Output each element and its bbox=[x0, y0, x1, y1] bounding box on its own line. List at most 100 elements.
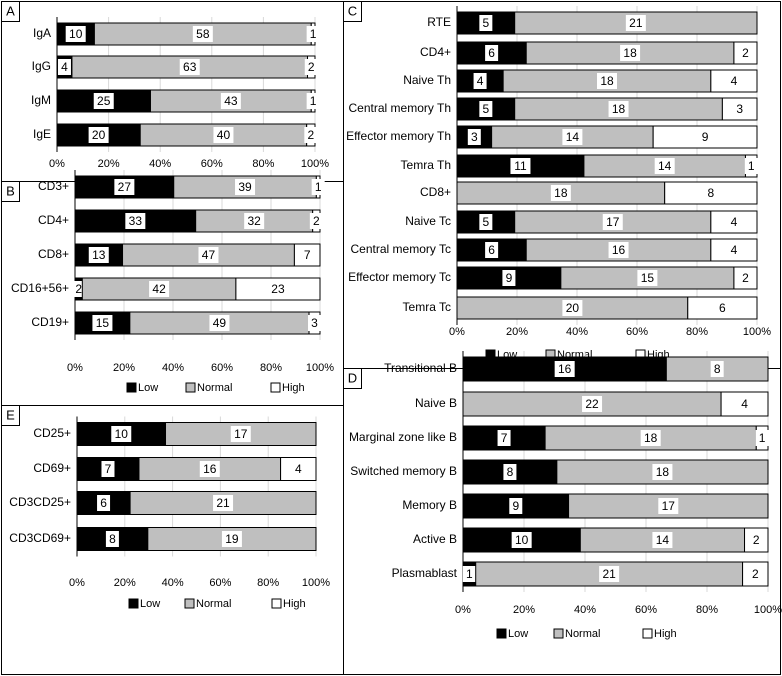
data-label: 1 bbox=[466, 567, 473, 581]
data-label: 18 bbox=[554, 186, 568, 200]
data-label-bg bbox=[727, 214, 741, 230]
category-label: CD8+ bbox=[38, 247, 69, 261]
data-label: 22 bbox=[585, 397, 599, 411]
data-label: 6 bbox=[100, 496, 107, 510]
data-label-bg bbox=[640, 430, 661, 446]
category-label: Switched memory B bbox=[350, 464, 457, 478]
category-label: Naive Tc bbox=[405, 214, 451, 228]
data-label: 27 bbox=[118, 180, 132, 194]
data-label: 6 bbox=[488, 243, 495, 257]
data-label: 47 bbox=[202, 248, 216, 262]
category-label: CD25+ bbox=[33, 426, 71, 440]
data-label-bg bbox=[473, 73, 487, 89]
data-label-bg bbox=[306, 93, 320, 109]
data-label-bg bbox=[65, 26, 86, 42]
data-label: 1 bbox=[759, 431, 766, 445]
data-label: 2 bbox=[308, 60, 315, 74]
data-label: 15 bbox=[641, 271, 655, 285]
data-label: 17 bbox=[234, 427, 248, 441]
data-label-bg bbox=[554, 361, 575, 377]
data-label: 20 bbox=[92, 128, 106, 142]
panel-label: B bbox=[1, 181, 20, 202]
data-label: 19 bbox=[225, 532, 239, 546]
data-label: 18 bbox=[612, 102, 626, 116]
x-tick-label: 60% bbox=[635, 604, 657, 616]
category-label: Naive B bbox=[415, 396, 457, 410]
data-label-bg bbox=[267, 281, 288, 297]
data-label: 58 bbox=[196, 27, 210, 41]
category-label: CD4+ bbox=[420, 45, 451, 59]
data-label: 4 bbox=[295, 462, 302, 476]
panel-label-box bbox=[343, 368, 362, 389]
x-tick-label: 40% bbox=[566, 326, 588, 338]
category-label: CD3CD25+ bbox=[9, 495, 71, 509]
data-label-bg bbox=[479, 214, 493, 230]
data-label: 23 bbox=[271, 282, 285, 296]
category-label: CD19+ bbox=[31, 315, 69, 329]
data-label: 10 bbox=[115, 427, 129, 441]
x-tick-label: 100% bbox=[302, 577, 330, 589]
data-label: 9 bbox=[512, 499, 519, 513]
panel-label-text: D bbox=[348, 370, 357, 385]
data-label: 4 bbox=[477, 74, 484, 88]
category-label: Transitional B bbox=[384, 361, 457, 375]
data-label: 49 bbox=[213, 316, 227, 330]
data-label-bg bbox=[608, 101, 629, 117]
category-label: CD16+56+ bbox=[11, 281, 69, 295]
category-label: CD3CD69+ bbox=[9, 531, 71, 545]
data-label-bg bbox=[509, 498, 523, 514]
data-label-bg bbox=[749, 532, 763, 548]
legend-label: Low bbox=[508, 628, 528, 640]
data-label: 6 bbox=[488, 46, 495, 60]
data-label: 14 bbox=[658, 159, 672, 173]
data-label: 3 bbox=[471, 130, 478, 144]
panel-border bbox=[1, 405, 344, 675]
data-label: 2 bbox=[742, 271, 749, 285]
x-tick-label: 60% bbox=[211, 362, 233, 374]
data-label-bg bbox=[467, 129, 481, 145]
data-label-bg bbox=[733, 101, 747, 117]
legend-swatch-high bbox=[271, 598, 282, 609]
data-label-bg bbox=[114, 179, 135, 195]
data-label-bg bbox=[704, 185, 718, 201]
legend-swatch-low bbox=[496, 628, 507, 639]
x-tick-label: 80% bbox=[260, 362, 282, 374]
x-tick-label: 20% bbox=[114, 577, 136, 589]
data-label: 2 bbox=[313, 214, 320, 228]
data-label: 1 bbox=[310, 27, 317, 41]
legend-label: Low bbox=[140, 598, 160, 610]
data-label: 21 bbox=[216, 496, 230, 510]
panel-label-box bbox=[343, 1, 362, 22]
data-label-bg bbox=[92, 315, 113, 331]
category-label: IgG bbox=[32, 59, 51, 73]
data-label-bg bbox=[652, 532, 673, 548]
panel-a: A 0% 20% 40% 60% 80% 100% IgA 10 58 1 IgG 4 63 2 IgM 25 4… bbox=[1, 1, 344, 188]
data-label: 18 bbox=[644, 431, 658, 445]
data-label: 4 bbox=[61, 60, 68, 74]
data-label: 9 bbox=[702, 130, 709, 144]
x-tick-label: 0% bbox=[69, 577, 85, 589]
panel-label-text: E bbox=[6, 407, 15, 422]
category-label: IgM bbox=[31, 93, 51, 107]
panel-label-box bbox=[1, 1, 20, 22]
data-label-bg bbox=[698, 129, 712, 145]
data-label-bg bbox=[304, 59, 318, 75]
x-tick-label: 0% bbox=[449, 326, 465, 338]
panel-label-box bbox=[1, 181, 20, 202]
data-label: 1 bbox=[748, 159, 755, 173]
data-label: 10 bbox=[69, 27, 83, 41]
data-label-bg bbox=[738, 396, 752, 412]
data-label-bg bbox=[149, 281, 170, 297]
data-label: 1 bbox=[310, 94, 317, 108]
x-tick-label: 40% bbox=[149, 158, 171, 170]
data-label: 33 bbox=[129, 214, 143, 228]
data-label: 8 bbox=[714, 362, 721, 376]
data-label: 21 bbox=[629, 16, 643, 30]
x-tick-label: 20% bbox=[513, 604, 535, 616]
data-label-bg bbox=[479, 101, 493, 117]
category-label: Central memory Th bbox=[349, 101, 451, 115]
x-tick-label: 40% bbox=[162, 362, 184, 374]
data-label-bg bbox=[755, 430, 769, 446]
legend-swatch-normal bbox=[553, 628, 564, 639]
